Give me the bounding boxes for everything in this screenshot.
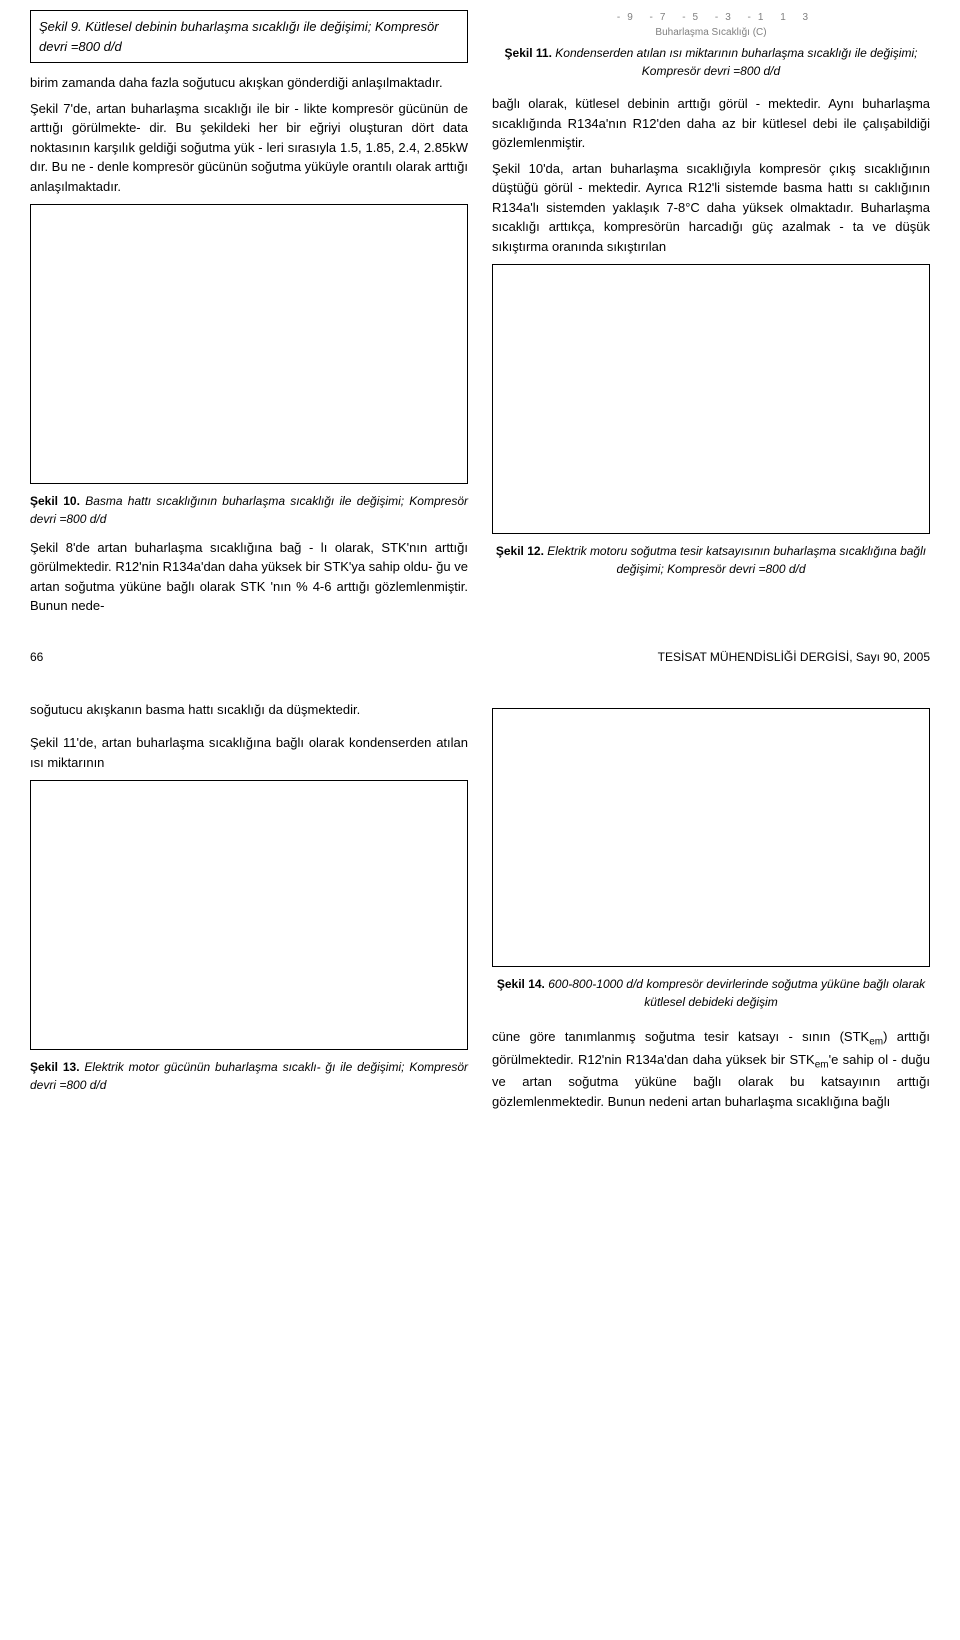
fig13-caption-text: Elektrik motor gücünün buharlaşma sıcakl… (30, 1060, 468, 1092)
journal-name: TESİSAT MÜHENDİSLİĞİ DERGİSİ, Sayı 90, 2… (658, 648, 930, 666)
fig10-frame (30, 204, 468, 484)
p-sekil7: Şekil 7'de, artan buharlaşma sıcaklığı i… (30, 99, 468, 197)
page-number: 66 (30, 648, 43, 666)
fig14-chart (499, 717, 899, 957)
page-footer: 66 TESİSAT MÜHENDİSLİĞİ DERGİSİ, Sayı 90… (30, 648, 930, 666)
fig10-caption-text: Basma hattı sıcaklığının buharlaşma sıca… (30, 494, 468, 526)
fig12-chart (499, 273, 899, 523)
fig10-prefix: Şekil 10. (30, 494, 80, 508)
fig11-prefix: Şekil 11. (505, 46, 552, 60)
fig10-chart (37, 213, 437, 473)
fig14-caption: Şekil 14. 600-800-1000 d/d kompresör dev… (492, 975, 930, 1011)
fig9-caption-box: Şekil 9. Kütlesel debinin buharlaşma sıc… (30, 10, 468, 63)
top-axis-nums: -9 -7 -5 -3 -1 1 3 (502, 10, 930, 25)
fig13-frame (30, 780, 468, 1050)
fig13-chart (37, 789, 437, 1039)
fig12-prefix: Şekil 12. (496, 544, 544, 558)
p2-left2: Şekil 11'de, artan buharlaşma sıcaklığın… (30, 733, 468, 772)
fig12-caption: Şekil 12. Elektrik motoru soğutma tesir … (492, 542, 930, 578)
fig11-caption-text: Kondenserden atılan ısı miktarının buhar… (555, 46, 917, 78)
fig13-prefix: Şekil 13. (30, 1060, 80, 1074)
p2-left1: soğutucu akışkanın basma hattı sıcaklığı… (30, 700, 468, 720)
fig12-caption-text: Elektrik motoru soğutma tesir katsayısın… (547, 544, 926, 576)
fig10-caption: Şekil 10. Basma hattı sıcaklığının buhar… (30, 492, 468, 528)
fig14-frame (492, 708, 930, 968)
p-sekil8: Şekil 8'de artan buharlaşma sıcaklığına … (30, 538, 468, 616)
p-sekil10: Şekil 10'da, artan buharlaşma sıcaklığıy… (492, 159, 930, 257)
p-birim: birim zamanda daha fazla soğutucu akışka… (30, 73, 468, 93)
fig12-frame (492, 264, 930, 534)
fig9-caption-text: Şekil 9. Kütlesel debinin buharlaşma sıc… (39, 19, 439, 54)
p2-right-bottom: cüne göre tanımlanmış soğutma tesir kats… (492, 1027, 930, 1111)
fig13-caption: Şekil 13. Elektrik motor gücünün buharla… (30, 1058, 468, 1094)
fig14-caption-text: 600-800-1000 d/d kompresör devirlerinde … (548, 977, 925, 1009)
fig14-prefix: Şekil 14. (497, 977, 545, 991)
p-bagli: bağlı olarak, kütlesel debinin arttığı g… (492, 94, 930, 153)
top-axis-title: Buharlaşma Sıcaklığı (C) (492, 25, 930, 40)
fig11-caption: Şekil 11. Kondenserden atılan ısı miktar… (492, 44, 930, 80)
top-axis-ticks: -9 -7 -5 -3 -1 1 3 (617, 12, 815, 23)
